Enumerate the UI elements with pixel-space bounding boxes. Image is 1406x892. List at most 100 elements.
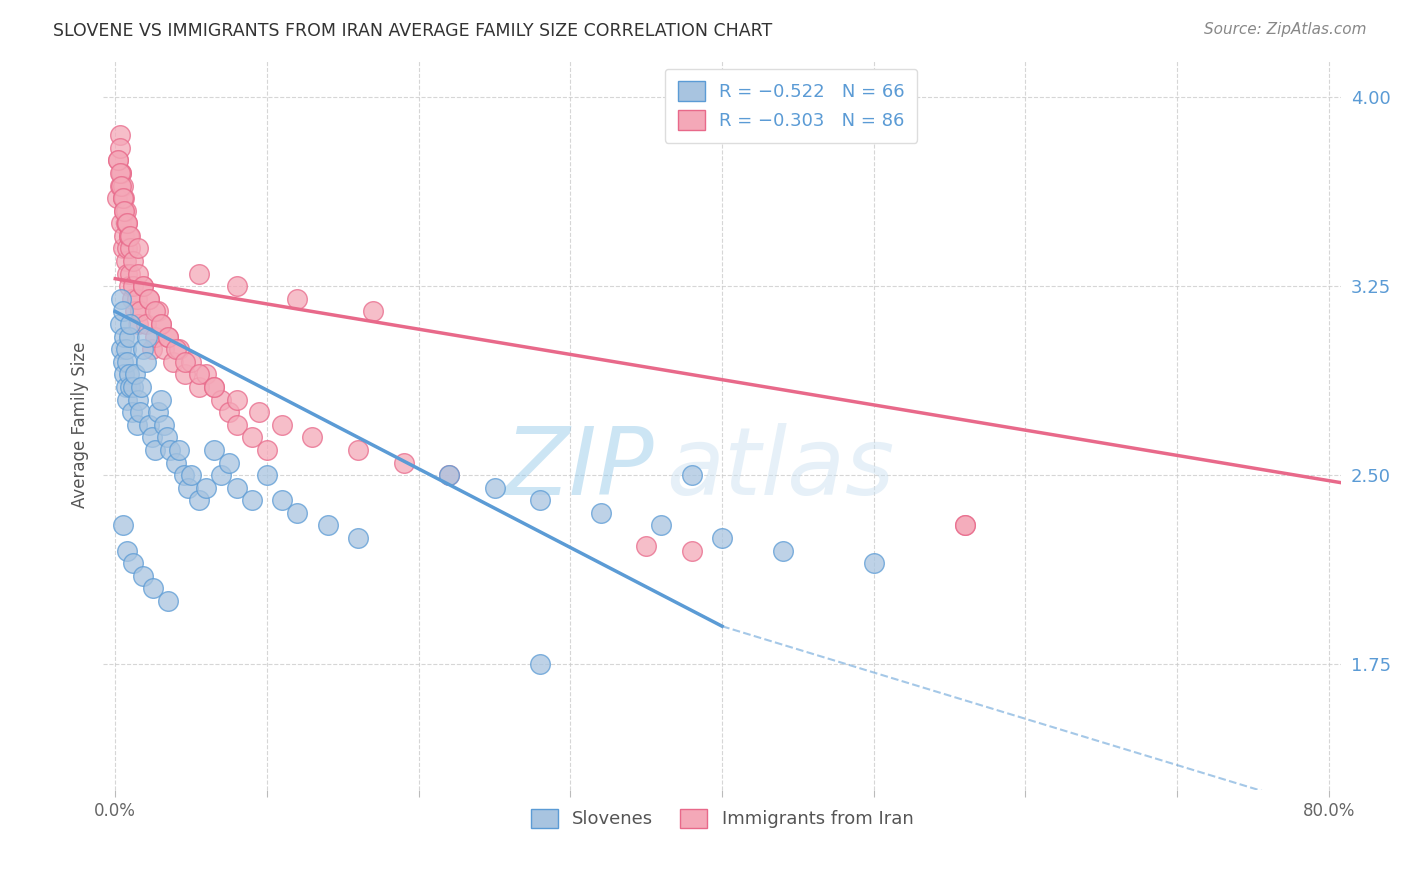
Point [149,317,172,331]
Point [117,543,139,558]
Point [156,430,179,444]
Point [167,342,190,356]
Point [142,582,165,596]
Point [108,166,131,180]
Point [285,292,308,306]
Point [110,166,132,180]
Point [361,304,384,318]
Point [122,279,145,293]
Point [195,481,218,495]
Point [529,657,551,671]
Point [122,556,145,570]
Point [529,493,551,508]
Point [143,442,166,457]
Point [112,368,135,382]
Point [118,228,141,243]
Point [108,128,131,143]
Point [115,380,138,394]
Point [174,368,197,382]
Point [149,392,172,407]
Point [211,468,233,483]
Point [108,317,131,331]
Point [681,468,703,483]
Point [111,518,134,533]
Point [218,456,240,470]
Point [271,417,294,432]
Point [105,191,128,205]
Point [484,481,506,495]
Point [124,368,146,382]
Point [111,355,134,369]
Point [165,456,187,470]
Point [225,392,247,407]
Point [108,141,131,155]
Point [110,166,132,180]
Point [195,368,218,382]
Point [131,569,153,583]
Point [347,531,370,545]
Point [187,267,209,281]
Point [122,254,145,268]
Point [301,430,323,444]
Point [115,254,138,268]
Point [120,317,142,331]
Point [240,430,263,444]
Point [862,556,884,570]
Point [121,292,143,306]
Point [107,153,129,168]
Point [225,279,247,293]
Point [135,317,157,331]
Point [112,228,135,243]
Point [125,417,148,432]
Point [141,342,163,356]
Point [180,355,202,369]
Point [117,355,139,369]
Point [240,493,263,508]
Point [180,468,202,483]
Point [437,468,460,483]
Point [127,242,149,256]
Point [711,531,734,545]
Point [110,216,132,230]
Legend: Slovenes, Immigrants from Iran: Slovenes, Immigrants from Iran [523,801,921,836]
Point [347,442,370,457]
Point [118,228,141,243]
Point [138,292,160,306]
Point [187,368,209,382]
Point [143,329,166,343]
Point [117,216,139,230]
Point [202,380,225,394]
Point [146,304,169,318]
Point [153,342,176,356]
Point [117,242,139,256]
Point [271,493,294,508]
Point [143,304,166,318]
Point [110,178,132,193]
Point [202,442,225,457]
Point [111,242,134,256]
Point [128,304,150,318]
Point [125,292,148,306]
Point [167,442,190,457]
Point [165,342,187,356]
Point [120,267,142,281]
Point [120,228,142,243]
Point [128,405,150,419]
Point [117,392,139,407]
Point [650,518,672,533]
Point [153,417,176,432]
Point [392,456,415,470]
Point [177,481,200,495]
Point [131,342,153,356]
Point [124,304,146,318]
Point [110,292,132,306]
Point [118,279,141,293]
Point [316,518,339,533]
Point [127,267,149,281]
Point [127,317,149,331]
Point [173,468,195,483]
Point [225,481,247,495]
Text: ZIP: ZIP [505,423,654,514]
Point [127,392,149,407]
Point [122,380,145,394]
